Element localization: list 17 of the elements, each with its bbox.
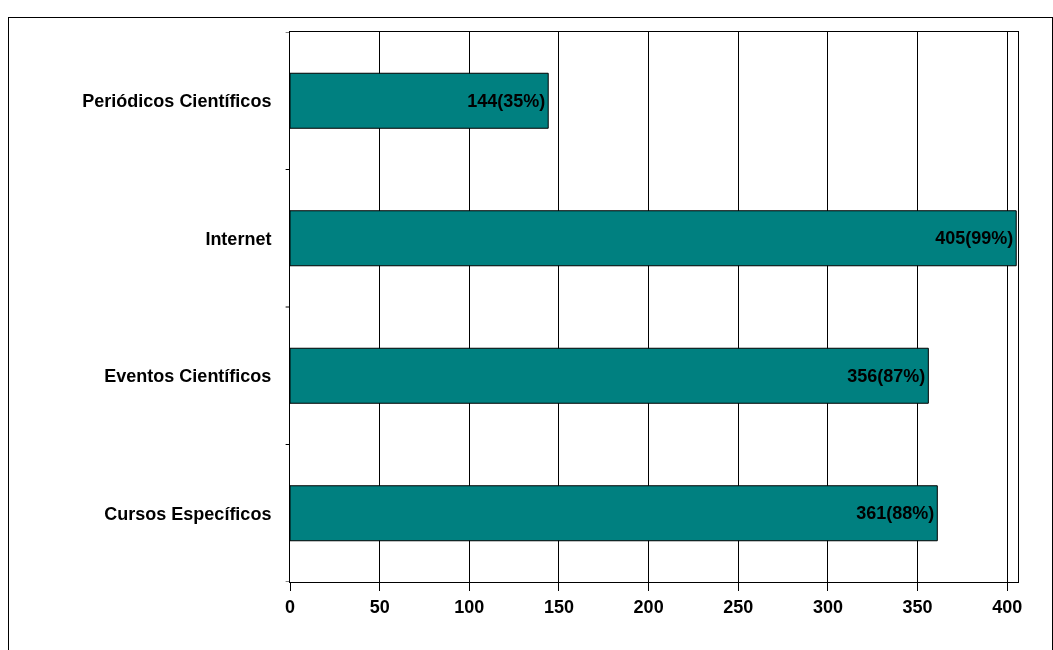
data-label: 356(87%): [847, 365, 926, 386]
x-tick-label: 0: [284, 596, 296, 617]
x-tick-label: 300: [812, 596, 843, 617]
x-tick-label: 150: [543, 596, 574, 617]
y-tick-label: Periódicos Científicos: [82, 91, 272, 112]
y-tick-label: Cursos Específicos: [104, 503, 272, 524]
x-tick-label: 50: [369, 596, 390, 617]
y-tick-label: Eventos Científicos: [104, 366, 272, 387]
data-label: 144(35%): [467, 90, 546, 111]
data-label: 361(88%): [856, 503, 935, 524]
x-tick-label: 350: [902, 596, 933, 617]
data-label: 405(99%): [935, 228, 1014, 249]
x-tick-label: 250: [723, 596, 754, 617]
x-tick-label: 200: [633, 596, 664, 617]
y-tick-label: Internet: [205, 228, 272, 249]
x-tick-label: 100: [454, 596, 485, 617]
x-tick-label: 400: [992, 596, 1023, 617]
